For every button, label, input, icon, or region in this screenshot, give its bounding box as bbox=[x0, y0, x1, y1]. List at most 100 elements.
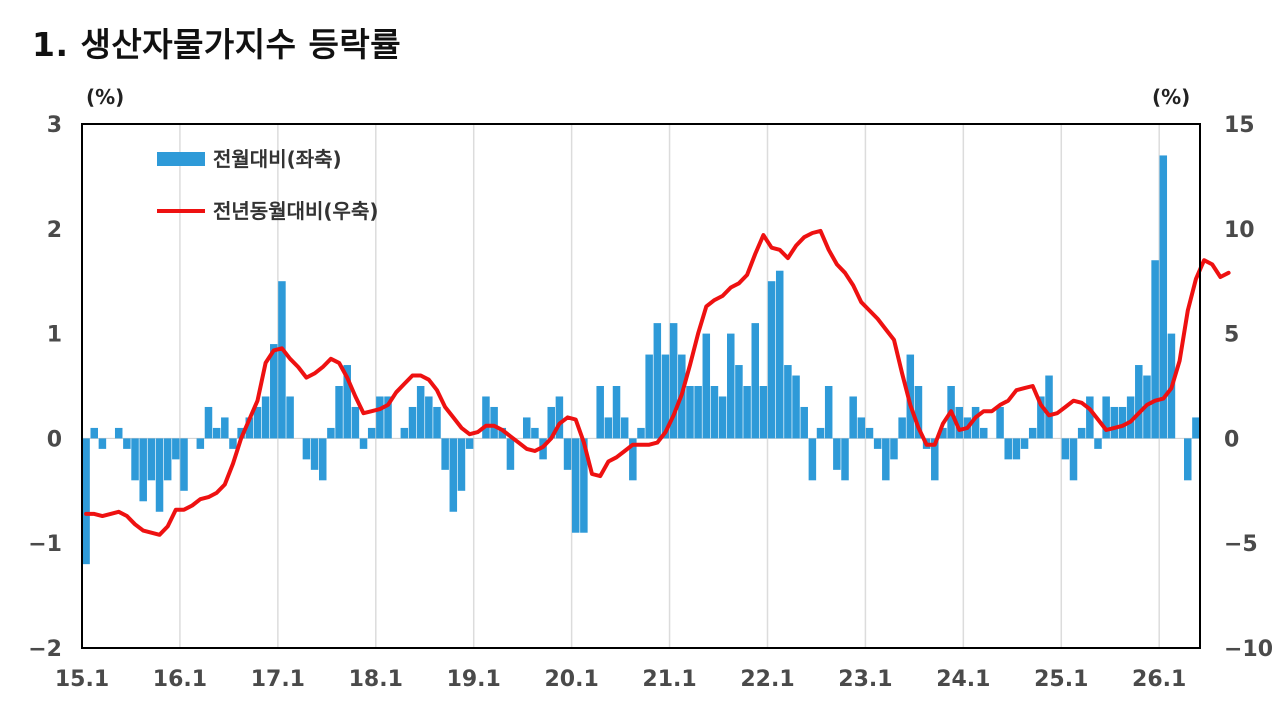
bar bbox=[302, 438, 311, 460]
bar bbox=[580, 438, 588, 533]
right-tick-label: −5 bbox=[1224, 532, 1258, 557]
bar bbox=[751, 323, 760, 439]
bar bbox=[1135, 365, 1143, 439]
bar bbox=[123, 438, 131, 449]
x-tick-label: 15.1 bbox=[55, 667, 109, 692]
bar bbox=[172, 438, 180, 460]
bar bbox=[253, 406, 262, 439]
bar bbox=[180, 438, 188, 491]
bar bbox=[351, 406, 360, 439]
bar bbox=[759, 386, 768, 439]
bar bbox=[1069, 438, 1078, 481]
bar bbox=[131, 438, 139, 481]
bar bbox=[449, 438, 458, 512]
bar bbox=[906, 354, 915, 439]
legend-line-label: 전년동월대비(우축) bbox=[213, 199, 378, 223]
bar bbox=[327, 427, 335, 439]
bar bbox=[490, 406, 498, 439]
bar bbox=[1118, 406, 1127, 439]
bar bbox=[384, 396, 392, 439]
bar bbox=[686, 386, 694, 439]
bar bbox=[237, 427, 245, 439]
x-tick-label: 16.1 bbox=[153, 667, 207, 692]
bar bbox=[1184, 438, 1192, 481]
x-tick-label: 19.1 bbox=[447, 667, 501, 692]
bar bbox=[555, 396, 564, 439]
right-tick-label: −10 bbox=[1224, 637, 1273, 662]
x-tick-label: 21.1 bbox=[642, 667, 696, 692]
bar bbox=[531, 427, 539, 439]
bar bbox=[139, 438, 147, 502]
bar bbox=[816, 427, 825, 439]
bar bbox=[1004, 438, 1012, 460]
bar bbox=[873, 438, 882, 449]
left-axis-ticks: 3 2 1 0 −1 −2 bbox=[28, 113, 62, 662]
left-tick-label: 1 bbox=[47, 323, 62, 348]
x-tick-label: 20.1 bbox=[544, 667, 598, 692]
bar bbox=[408, 406, 417, 439]
right-axis-unit: (%) bbox=[1152, 85, 1190, 109]
bar bbox=[808, 438, 817, 481]
bar bbox=[841, 438, 849, 481]
bar bbox=[1094, 438, 1102, 449]
bar bbox=[653, 323, 662, 439]
bar bbox=[221, 417, 229, 439]
bar bbox=[1110, 406, 1119, 439]
bar bbox=[1028, 427, 1037, 439]
bar bbox=[1077, 427, 1086, 439]
bar bbox=[196, 438, 205, 449]
legend-bar-label: 전월대비(좌축) bbox=[213, 147, 342, 171]
right-tick-label: 10 bbox=[1224, 218, 1255, 243]
bar bbox=[1086, 396, 1094, 439]
bar bbox=[669, 323, 678, 439]
x-tick-label: 17.1 bbox=[251, 667, 305, 692]
bar bbox=[857, 417, 866, 439]
bar bbox=[547, 406, 555, 439]
x-tick-label: 23.1 bbox=[838, 667, 892, 692]
bar bbox=[522, 417, 531, 439]
left-tick-label: 2 bbox=[47, 218, 62, 243]
bar bbox=[465, 438, 474, 449]
bar bbox=[931, 438, 939, 481]
bar bbox=[155, 438, 164, 512]
bar bbox=[898, 417, 906, 439]
page-title: 1. 생산자물가지수 등락률 bbox=[32, 25, 402, 64]
bar bbox=[620, 417, 629, 439]
bar bbox=[482, 396, 490, 439]
bar bbox=[833, 438, 841, 470]
legend-bar-swatch bbox=[157, 152, 205, 166]
bar bbox=[996, 406, 1004, 439]
x-axis-ticks: 15.1 16.1 17.1 18.1 19.1 20.1 21.1 22.1 23.1 24.1… bbox=[55, 667, 1186, 692]
bar bbox=[727, 333, 735, 439]
bar bbox=[1192, 417, 1200, 439]
bar bbox=[318, 438, 327, 481]
bar bbox=[939, 427, 947, 439]
right-tick-label: 5 bbox=[1224, 323, 1239, 348]
bar bbox=[824, 386, 833, 439]
bar bbox=[506, 438, 515, 470]
bar bbox=[645, 354, 653, 439]
bar bbox=[82, 438, 90, 565]
bar bbox=[890, 438, 898, 460]
bar-series bbox=[82, 155, 1200, 565]
bar bbox=[629, 438, 637, 481]
bar bbox=[563, 438, 572, 470]
bar bbox=[710, 386, 719, 439]
vertical-gridlines bbox=[179, 124, 1160, 648]
bar bbox=[882, 438, 890, 481]
bar bbox=[718, 396, 727, 439]
bar bbox=[865, 427, 874, 439]
right-tick-label: 0 bbox=[1224, 427, 1239, 452]
bar bbox=[441, 438, 449, 470]
bar bbox=[604, 417, 613, 439]
bar bbox=[400, 427, 409, 439]
bar bbox=[694, 386, 702, 439]
bar bbox=[1020, 438, 1029, 449]
bar bbox=[792, 375, 800, 439]
bar bbox=[849, 396, 857, 439]
bar bbox=[98, 438, 107, 449]
bar bbox=[204, 406, 213, 439]
bar bbox=[702, 333, 711, 439]
right-axis-ticks: 15 10 5 0 −5 −10 bbox=[1224, 113, 1273, 662]
left-tick-label: 3 bbox=[47, 113, 62, 138]
